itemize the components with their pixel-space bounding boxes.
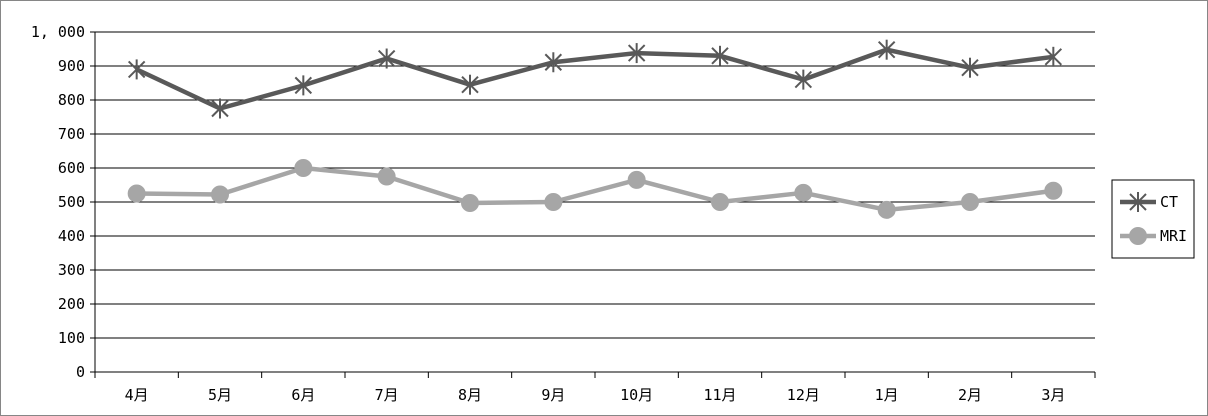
x-tick-label: 11月 bbox=[703, 386, 736, 404]
x-tick-label: 3月 bbox=[1041, 386, 1065, 404]
data-point-ct bbox=[127, 59, 146, 80]
y-tick-label: 700 bbox=[58, 125, 85, 143]
y-tick-label: 400 bbox=[58, 227, 85, 245]
y-tick-label: 100 bbox=[58, 329, 85, 347]
y-tick-label: 500 bbox=[58, 193, 85, 211]
legend-marker bbox=[1129, 227, 1147, 245]
legend-item-ct: CT bbox=[1120, 192, 1178, 212]
gridlines bbox=[95, 31, 1095, 339]
data-point-ct bbox=[794, 69, 813, 90]
legend-marker bbox=[1129, 192, 1147, 212]
plot-area bbox=[127, 39, 1063, 219]
series-line-mri bbox=[136, 165, 1054, 213]
y-tick-label: 0 bbox=[76, 363, 85, 381]
data-point-mri bbox=[627, 170, 646, 189]
series-line-ct bbox=[135, 47, 1054, 111]
legend-label: CT bbox=[1160, 193, 1178, 211]
series-mri bbox=[127, 159, 1063, 219]
data-point-ct bbox=[211, 98, 229, 119]
data-point-ct bbox=[377, 48, 396, 69]
data-point-ct bbox=[461, 74, 479, 95]
series-ct bbox=[127, 39, 1063, 119]
legend-item-mri: MRI bbox=[1120, 227, 1187, 245]
legend: CT MRI bbox=[1111, 179, 1195, 259]
x-tick-label: 7月 bbox=[375, 386, 399, 404]
x-tick-label: 4月 bbox=[125, 386, 149, 404]
y-tick-label: 300 bbox=[58, 261, 85, 279]
data-point-mri bbox=[544, 193, 563, 211]
x-tick-label: 2月 bbox=[958, 386, 982, 404]
data-point-ct bbox=[961, 57, 979, 78]
data-point-mri bbox=[127, 184, 146, 203]
data-point-ct bbox=[544, 52, 563, 73]
x-tick-label: 1月 bbox=[875, 386, 899, 404]
data-point-mri bbox=[294, 159, 313, 177]
y-tick-label: 600 bbox=[58, 159, 85, 177]
y-tick-label: 900 bbox=[58, 57, 85, 75]
y-tick-label: 200 bbox=[58, 295, 85, 313]
data-point-mri bbox=[794, 183, 813, 202]
data-point-ct bbox=[711, 45, 729, 66]
x-tick-label: 5月 bbox=[208, 386, 232, 404]
x-tick-label: 6月 bbox=[291, 386, 315, 404]
data-point-mri bbox=[961, 193, 979, 211]
legend-box bbox=[1111, 179, 1195, 259]
legend-label: MRI bbox=[1160, 227, 1187, 245]
axes: 0 100 200 300 400 500 600 700 800 900 1, 000 4月 5月 6月… bbox=[31, 23, 1096, 404]
x-tick-label: 9月 bbox=[541, 386, 565, 404]
x-tick-label: 8月 bbox=[458, 386, 482, 404]
x-tick-label: 12月 bbox=[787, 386, 820, 404]
x-tick-label: 10月 bbox=[620, 386, 653, 404]
data-point-mri bbox=[377, 167, 396, 186]
data-point-mri bbox=[1044, 181, 1063, 200]
data-point-ct bbox=[877, 39, 896, 60]
y-tick-label: 800 bbox=[58, 91, 85, 109]
data-point-ct bbox=[1044, 46, 1063, 67]
data-point-ct bbox=[627, 43, 646, 64]
data-point-mri bbox=[211, 185, 229, 204]
data-point-mri bbox=[461, 194, 479, 213]
y-tick-label: 1, 000 bbox=[31, 23, 85, 41]
data-point-ct bbox=[294, 75, 313, 96]
data-point-mri bbox=[877, 200, 896, 219]
data-point-mri bbox=[711, 193, 729, 211]
